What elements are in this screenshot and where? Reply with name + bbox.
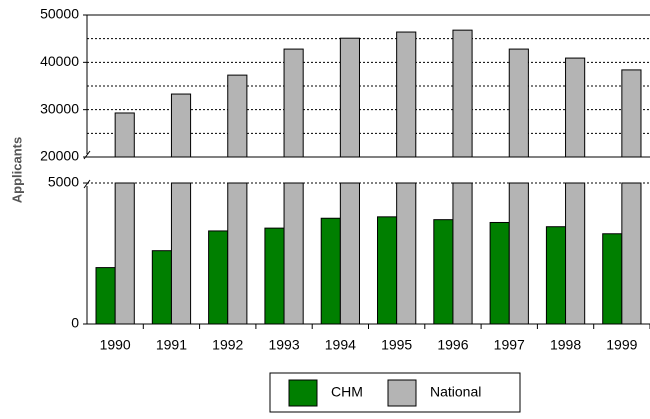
legend-swatch <box>288 379 318 407</box>
bar <box>208 230 229 325</box>
bar <box>489 221 510 325</box>
x-tick-label: 1997 <box>494 337 525 353</box>
axis-break <box>83 179 91 189</box>
bar <box>621 182 642 325</box>
bar-upper-part <box>339 37 360 158</box>
bar <box>396 182 417 325</box>
bar <box>283 182 304 325</box>
bar <box>151 250 172 325</box>
bar-upper-part <box>508 48 529 158</box>
bar <box>114 182 135 325</box>
y-tick-label: 0 <box>71 315 79 331</box>
bar <box>377 216 398 325</box>
bar <box>264 227 285 325</box>
bar <box>170 182 192 325</box>
bar-upper-part <box>621 69 642 158</box>
bar-upper-part <box>565 57 586 158</box>
bar-upper-part <box>283 48 304 158</box>
bar <box>433 219 454 325</box>
y-tick-label: 20000 <box>40 148 79 164</box>
y-tick-label: 50000 <box>40 6 79 22</box>
legend-swatch <box>387 379 417 407</box>
bar <box>320 217 341 325</box>
legend-label: National <box>430 384 481 400</box>
axis-break <box>83 150 91 160</box>
x-tick-label: 1994 <box>325 337 356 353</box>
bar-upper-part <box>452 29 473 158</box>
y-tick-label: 30000 <box>40 100 79 116</box>
legend-label: CHM <box>331 384 363 400</box>
bar-upper-part <box>170 93 192 158</box>
bar <box>452 182 473 325</box>
x-tick-label: 1992 <box>212 337 243 353</box>
x-tick-label: 1991 <box>156 337 187 353</box>
bar <box>602 233 623 325</box>
x-tick-label: 1996 <box>437 337 468 353</box>
x-tick-label: 1995 <box>381 337 412 353</box>
bar <box>227 182 248 325</box>
y-tick-label: 40000 <box>40 53 79 69</box>
bar <box>95 267 116 325</box>
bar <box>565 182 586 325</box>
y-axis-label: Applicants <box>9 137 24 203</box>
bar <box>339 182 360 325</box>
x-tick-label: 1999 <box>606 337 637 353</box>
bar-upper-part <box>114 112 135 158</box>
x-tick-label: 1993 <box>268 337 299 353</box>
bar-upper-part <box>396 31 417 158</box>
x-tick-label: 1990 <box>100 337 131 353</box>
y-tick-label: 5000 <box>48 174 79 190</box>
bar <box>545 226 567 325</box>
x-tick-label: 1998 <box>550 337 581 353</box>
bar-upper-part <box>227 74 248 158</box>
bar <box>508 182 529 325</box>
